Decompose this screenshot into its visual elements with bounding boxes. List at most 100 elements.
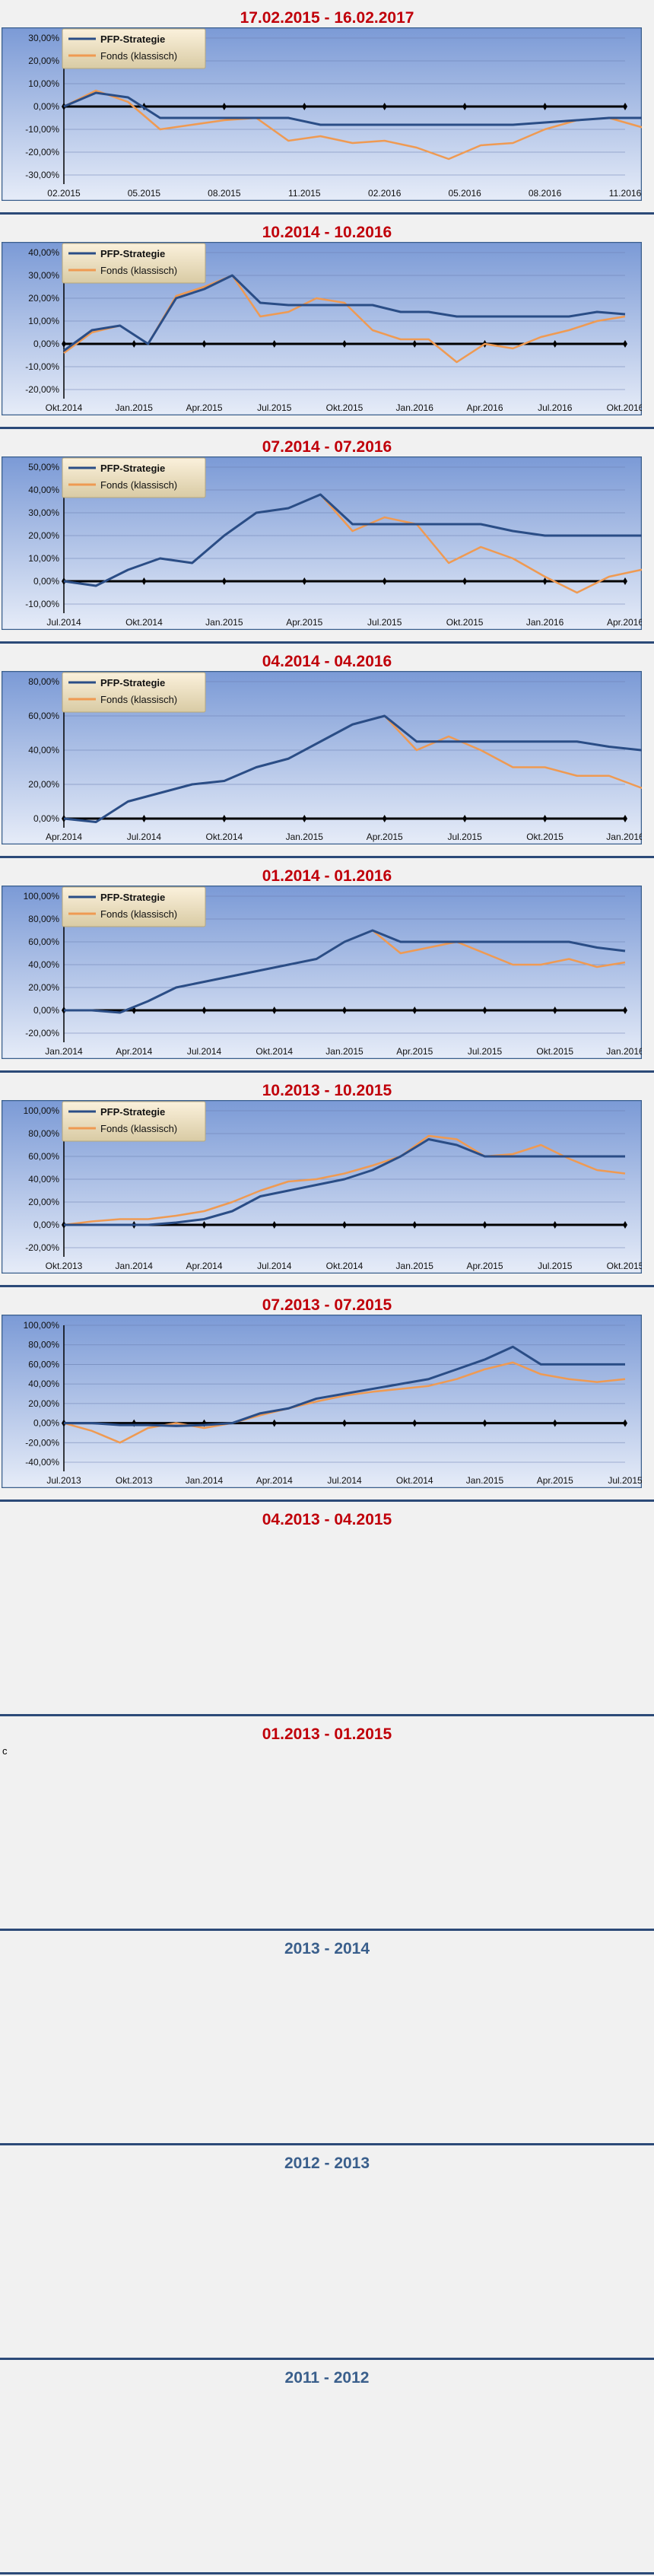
- chart: 40,00% 30,00% 20,00% 10,00% 0,00% -10,00% -20,…: [1, 241, 644, 419]
- x-tick-label: Jul.2015: [367, 617, 402, 628]
- x-tick-label: Apr.2014: [46, 832, 82, 842]
- y-tick-label: -10,00%: [25, 124, 59, 135]
- x-tick-label: Apr.2015: [186, 402, 222, 413]
- x-tick-label: Okt.2013: [116, 1475, 153, 1486]
- legend-label: Fonds (klassisch): [100, 1123, 177, 1134]
- x-tick-label: 11.2015: [288, 188, 321, 199]
- legend-label: Fonds (klassisch): [100, 908, 177, 920]
- x-tick-label: Okt.2014: [206, 832, 243, 842]
- x-tick-label: Apr.2015: [537, 1475, 573, 1486]
- x-tick-label: Jul.2015: [468, 1046, 503, 1057]
- x-tick-label: Okt.2015: [526, 832, 564, 842]
- y-tick-label: 30,00%: [28, 270, 59, 281]
- x-tick-label: Jan.2015: [466, 1475, 504, 1486]
- zero-axis-marker: [221, 577, 227, 585]
- x-tick-label: Apr.2014: [256, 1475, 293, 1486]
- y-tick-label: 20,00%: [28, 779, 59, 790]
- zero-axis-marker: [62, 340, 66, 348]
- zero-axis-marker: [412, 1419, 417, 1427]
- y-tick-label: 40,00%: [28, 1174, 59, 1185]
- zero-axis-marker: [623, 103, 627, 110]
- legend-label: PFP-Strategie: [100, 33, 165, 45]
- x-tick-label: Jul.2014: [327, 1475, 362, 1486]
- chart: 50,00% 40,00% 30,00% 20,00% 10,00% 0,00% -10,0…: [1, 456, 654, 634]
- period-section: 07.2014 - 07.2016 50,00% 40,00% 30,00% 20,00…: [0, 429, 654, 644]
- chart: 100,00% 80,00% 60,00% 40,00% 20,00% 0,00% -20,…: [1, 1099, 644, 1277]
- zero-axis-marker: [141, 815, 147, 822]
- legend-label: PFP-Strategie: [100, 677, 165, 689]
- y-tick-label: -30,00%: [25, 170, 59, 180]
- x-tick-label: Apr.2015: [466, 1261, 503, 1271]
- x-tick-label: Okt.2014: [125, 617, 163, 628]
- y-tick-label: 10,00%: [28, 78, 59, 89]
- x-tick-label: 02.2016: [368, 188, 402, 199]
- period-section: 04.2014 - 04.2016 80,00% 60,00% 40,00% 20,00…: [0, 644, 654, 858]
- period-section: 17.02.2015 - 16.02.2017 30,00% 20,00% 10,00…: [0, 0, 654, 215]
- chart-svg: 50,00% 40,00% 30,00% 20,00% 10,00% 0,00% -10,0…: [1, 456, 654, 631]
- period-section: 2012 - 2013: [0, 2145, 654, 2360]
- chart-svg: 100,00% 80,00% 60,00% 40,00% 20,00% 0,00% -20,…: [1, 1099, 644, 1274]
- y-tick-label: -20,00%: [25, 147, 59, 157]
- x-tick-label: Okt.2015: [446, 617, 484, 628]
- zero-axis-marker: [132, 340, 137, 348]
- zero-axis-marker: [271, 340, 277, 348]
- x-tick-label: Apr.2016: [607, 617, 642, 628]
- x-tick-label: Jan.2015: [325, 1046, 364, 1057]
- period-title: 04.2013 - 04.2015: [262, 1511, 392, 1528]
- zero-axis-marker: [623, 340, 627, 348]
- zero-axis-marker: [202, 1007, 207, 1014]
- x-tick-label: Okt.2013: [46, 1261, 83, 1271]
- zero-axis-marker: [623, 1007, 627, 1014]
- zero-axis-marker: [382, 815, 387, 822]
- x-tick-label: Jul.2013: [46, 1475, 81, 1486]
- y-tick-label: 50,00%: [28, 462, 59, 472]
- legend-label: PFP-Strategie: [100, 248, 165, 259]
- x-tick-label: Apr.2014: [116, 1046, 152, 1057]
- x-tick-label: Apr.2015: [396, 1046, 433, 1057]
- series-line-strategy: [63, 91, 654, 126]
- chart-svg: 100,00% 80,00% 60,00% 40,00% 20,00% 0,00% -20,…: [1, 1314, 643, 1489]
- zero-axis-marker: [623, 1221, 627, 1229]
- y-tick-label: 80,00%: [28, 914, 59, 924]
- y-tick-label: 30,00%: [28, 507, 59, 518]
- period-section: 01.2014 - 01.2016 100,00% 80,00% 60,00% 40,0…: [0, 858, 654, 1073]
- zero-axis-marker: [412, 1221, 417, 1229]
- x-tick-label: Jan.2016: [526, 617, 564, 628]
- x-tick-label: Jan.2014: [116, 1261, 154, 1271]
- zero-axis-marker: [482, 1007, 487, 1014]
- chart: 80,00% 60,00% 40,00% 20,00% 0,00% Apr.2014 Jul…: [1, 670, 654, 848]
- y-tick-label: -10,00%: [25, 361, 59, 372]
- zero-axis-marker: [412, 1007, 417, 1014]
- legend: PFP-Strategie Fonds (klassisch): [62, 1101, 206, 1142]
- y-tick-label: 0,00%: [33, 1418, 59, 1429]
- chart: 30,00% 20,00% 10,00% 0,00% -10,00% -20,00% -30…: [1, 27, 654, 205]
- zero-axis-marker: [302, 815, 307, 822]
- zero-axis-marker: [342, 1007, 347, 1014]
- legend-label: Fonds (klassisch): [100, 694, 177, 705]
- x-tick-label: Okt.2015: [607, 1261, 642, 1271]
- x-tick-label: Jul.2015: [608, 1475, 642, 1486]
- series-line-strategy: [63, 714, 654, 823]
- period-section: 10.2014 - 10.2016 40,00% 30,00% 20,00% 10,00…: [0, 215, 654, 429]
- x-tick-label: Jan.2014: [45, 1046, 83, 1057]
- y-tick-label: 20,00%: [28, 982, 59, 993]
- zero-axis-marker: [412, 340, 417, 348]
- y-tick-label: 40,00%: [28, 745, 59, 755]
- legend-label: PFP-Strategie: [100, 1106, 165, 1118]
- x-tick-label: Jul.2015: [538, 1261, 573, 1271]
- y-tick-label: 0,00%: [33, 1220, 59, 1230]
- y-tick-label: 10,00%: [28, 553, 59, 564]
- series-line-strategy: [63, 274, 626, 352]
- legend: PFP-Strategie Fonds (klassisch): [62, 886, 206, 927]
- series-line-strategy: [64, 1345, 625, 1427]
- zero-axis-marker: [202, 1221, 207, 1229]
- y-tick-label: 20,00%: [28, 1398, 59, 1409]
- x-tick-label: Jan.2016: [606, 832, 642, 842]
- zero-axis-marker: [552, 1007, 557, 1014]
- y-tick-label: 40,00%: [28, 485, 59, 495]
- y-tick-label: 20,00%: [28, 1197, 59, 1207]
- y-tick-label: 10,00%: [28, 316, 59, 326]
- chart-svg: 40,00% 30,00% 20,00% 10,00% 0,00% -10,00% -20,…: [1, 241, 644, 416]
- x-tick-label: Jul.2014: [187, 1046, 222, 1057]
- zero-axis-marker: [271, 1419, 277, 1427]
